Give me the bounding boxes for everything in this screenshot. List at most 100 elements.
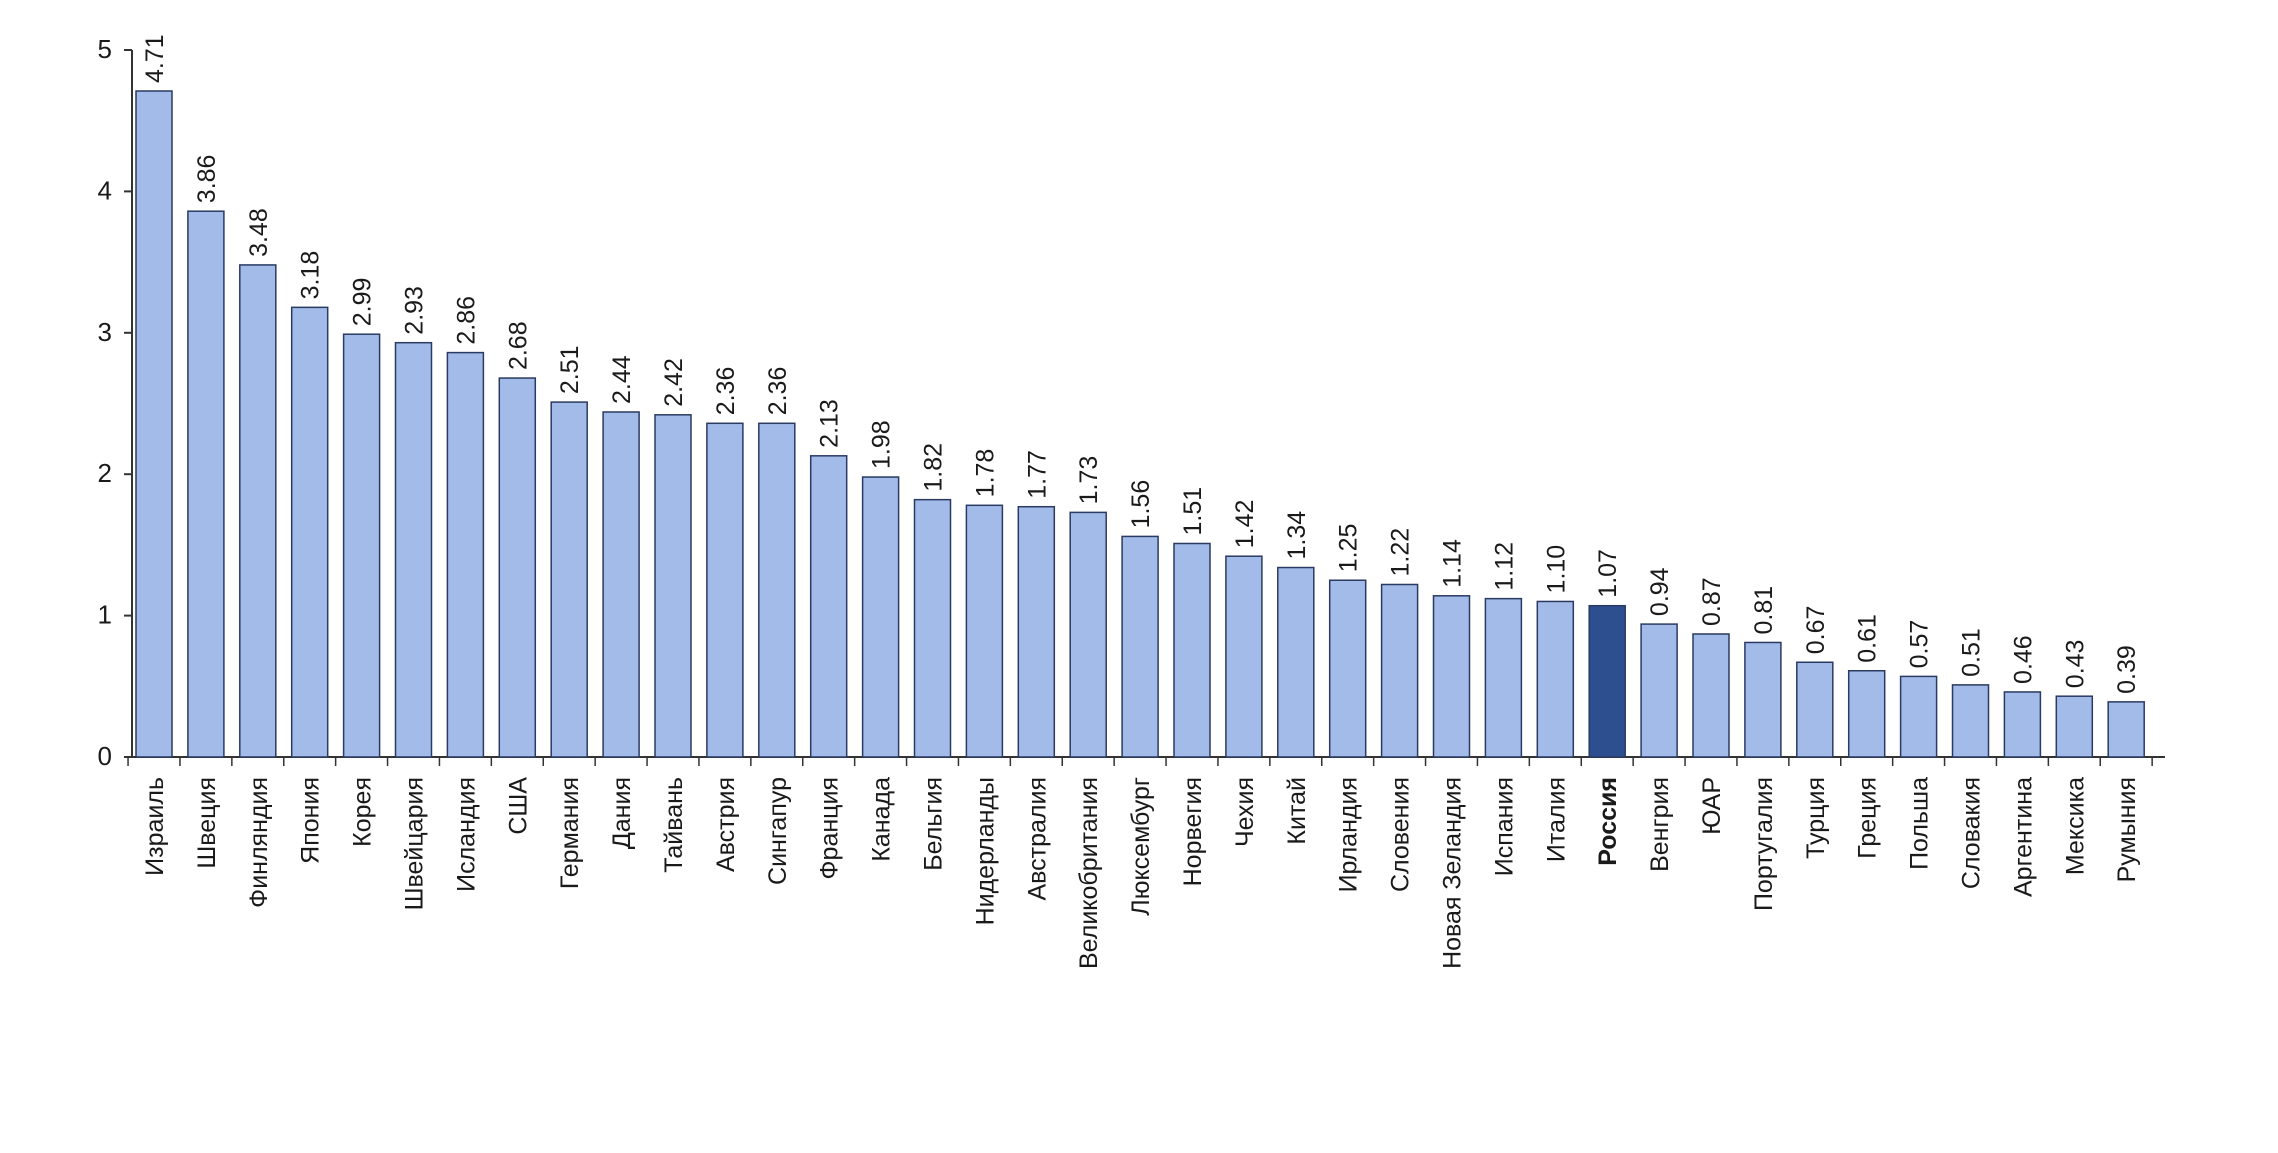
value-label: 0.51 (1958, 628, 1986, 677)
bar (2107, 701, 2145, 758)
category-label: Словакия (1958, 777, 1986, 889)
category-label: Италия (1542, 777, 1570, 862)
category-label: Корея (349, 777, 377, 847)
y-tick-label: 3 (98, 317, 112, 347)
bar (1225, 555, 1263, 758)
value-label: 2.51 (556, 345, 584, 394)
category-label: Чехия (1231, 777, 1259, 847)
bar (758, 422, 796, 758)
category-label: Новая Зеландия (1439, 777, 1467, 969)
value-label: 1.25 (1335, 524, 1363, 573)
bar (1951, 684, 1990, 758)
value-label: 2.42 (660, 358, 688, 407)
category-label: Россия (1594, 777, 1622, 866)
bar (1692, 633, 1730, 758)
category-label: Аргентина (2009, 777, 2037, 897)
category-label: Румыния (2113, 777, 2141, 882)
value-label: 1.14 (1439, 539, 1467, 588)
y-axis: 0 1 2 3 4 5 (98, 34, 133, 771)
category-label: Швеция (193, 777, 221, 869)
value-label: 2.36 (712, 367, 740, 416)
bar (654, 414, 692, 758)
category-label: Польша (1906, 777, 1934, 870)
category-label: Китай (1283, 777, 1311, 845)
bar (498, 377, 537, 758)
category-label: Тайвань (660, 777, 688, 873)
category-labels: Израиль Швеция Финляндия Япония Корея Швейцар… (141, 777, 2141, 969)
value-label: 1.73 (1075, 456, 1103, 505)
value-labels: 4.71 3.86 3.48 3.18 2.99 2.93 2.86 2.68 2.51 2.44… (141, 34, 2141, 694)
value-label: 1.98 (868, 420, 896, 469)
value-label: 0.61 (1854, 614, 1882, 663)
value-label: 1.77 (1023, 450, 1051, 499)
bar (2003, 691, 2042, 758)
bar (1744, 641, 1782, 758)
bar-highlight (1588, 604, 1626, 758)
bar (550, 401, 588, 758)
bar (1432, 595, 1471, 758)
value-label: 2.13 (816, 399, 844, 448)
category-label: Австрия (712, 777, 740, 872)
bar (1796, 661, 1834, 758)
category-label: Исландия (452, 777, 480, 892)
value-label: 3.48 (245, 208, 273, 257)
value-label: 1.22 (1387, 528, 1415, 577)
category-label: Турция (1802, 777, 1830, 859)
value-label: 0.67 (1802, 606, 1830, 655)
y-tick-label: 5 (98, 34, 112, 64)
category-label: Япония (297, 777, 325, 864)
bar (809, 455, 848, 758)
bar (187, 210, 225, 758)
category-label: Греция (1854, 777, 1882, 859)
value-label: 0.46 (2009, 635, 2037, 684)
category-label: Сингапур (764, 777, 792, 885)
value-label: 0.39 (2113, 645, 2141, 694)
bar (1277, 566, 1315, 758)
value-label: 1.10 (1542, 545, 1570, 594)
value-label: 0.87 (1698, 577, 1726, 626)
value-label: 1.07 (1594, 549, 1622, 598)
category-label: Германия (556, 777, 584, 889)
value-label: 2.86 (452, 296, 480, 345)
category-label: Люксембург (1127, 777, 1155, 916)
bar (602, 411, 640, 758)
value-label: 0.94 (1646, 567, 1674, 616)
bar (2055, 695, 2094, 758)
x-axis (127, 756, 2165, 766)
bar (1847, 669, 1886, 758)
value-label: 3.18 (297, 251, 325, 300)
value-label: 2.68 (504, 321, 532, 370)
category-label: Нидерланды (971, 777, 999, 925)
value-label: 2.44 (608, 355, 636, 404)
bar (1121, 535, 1159, 758)
value-label: 2.36 (764, 367, 792, 416)
category-label: Словения (1387, 777, 1415, 892)
value-label: 0.43 (2061, 640, 2089, 689)
bar (239, 264, 277, 758)
value-label: 1.12 (1490, 542, 1518, 591)
value-label: 2.99 (349, 278, 377, 327)
bar (965, 504, 1004, 758)
bar (290, 306, 329, 758)
value-label: 1.82 (920, 443, 948, 492)
category-label: Финляндия (245, 777, 273, 908)
value-label: 0.81 (1750, 586, 1778, 635)
bars (135, 90, 2145, 758)
category-label: Великобритания (1075, 777, 1103, 969)
value-label: 4.71 (141, 34, 169, 83)
y-tick-label: 2 (98, 458, 112, 488)
bar (1069, 511, 1107, 758)
category-label: Испания (1490, 777, 1518, 876)
category-label: Австралия (1023, 777, 1051, 901)
category-label: Норвегия (1179, 777, 1207, 886)
value-label: 1.42 (1231, 500, 1259, 549)
bar (1173, 542, 1211, 758)
y-tick-label: 1 (98, 600, 112, 630)
value-label: 1.56 (1127, 480, 1155, 529)
value-label: 3.86 (193, 155, 221, 204)
category-label: Швейцария (401, 777, 429, 910)
category-label: Израиль (141, 777, 169, 876)
value-label: 1.34 (1283, 511, 1311, 560)
bar (1640, 623, 1678, 758)
bar (1899, 675, 1938, 758)
